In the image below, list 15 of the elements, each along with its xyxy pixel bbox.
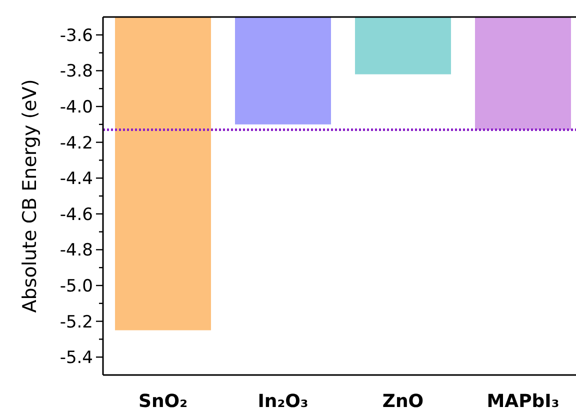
x-tick-label: ZnO <box>382 391 424 412</box>
y-tick-label: -4.0 <box>60 97 93 118</box>
y-tick-label: -4.2 <box>60 133 93 154</box>
x-tick-label: MAPbI₃ <box>486 391 560 412</box>
y-tick-label: -5.4 <box>60 348 93 368</box>
y-tick-label: -3.6 <box>60 26 93 46</box>
y-tick-label: -4.8 <box>60 240 93 261</box>
y-tick-label: -4.4 <box>60 169 93 190</box>
x-tick-label: SnO₂ <box>138 391 188 412</box>
y-tick-label: -5.2 <box>60 312 93 332</box>
y-tick-label: -4.6 <box>60 204 93 225</box>
y-tick-label: -5.0 <box>60 276 93 296</box>
y-axis-title: Absolute CB Energy (eV) <box>19 79 41 313</box>
x-tick-label: In₂O₃ <box>258 391 308 412</box>
y-tick-label: -3.8 <box>60 62 93 82</box>
